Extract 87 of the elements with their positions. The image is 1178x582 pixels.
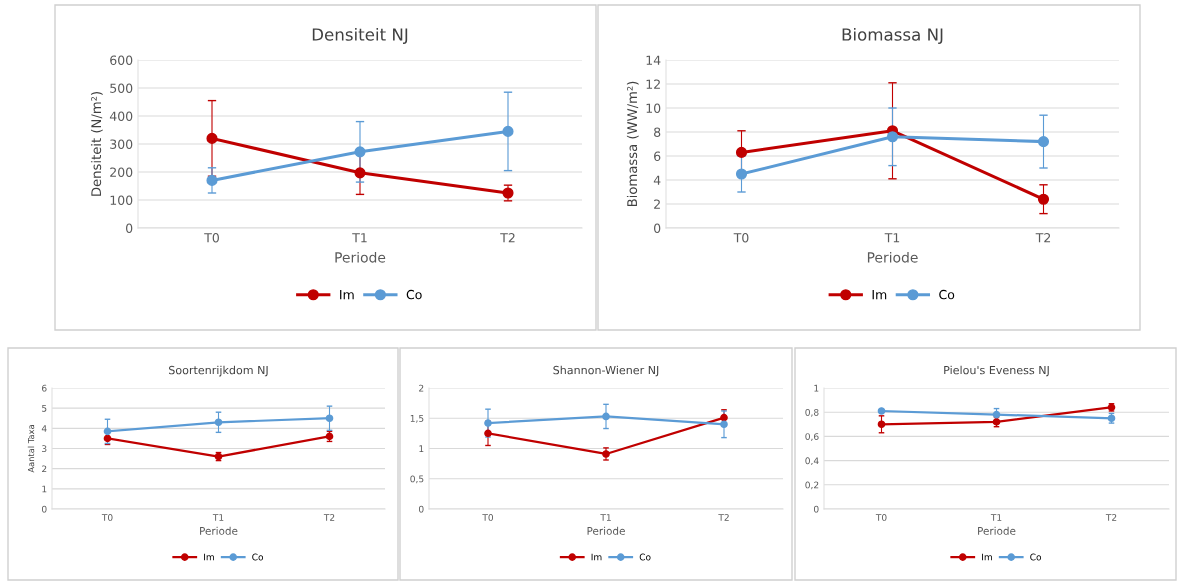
y-tick-label: 2 (654, 199, 660, 209)
y-tick-label: 0,5 (410, 475, 424, 484)
x-tick-label: T2 (500, 233, 515, 243)
x-tick-label: T2 (1035, 233, 1051, 243)
x-tick-label: T0 (204, 233, 219, 243)
x-tick-label: T2 (1105, 514, 1117, 521)
point (502, 125, 514, 137)
y-tick-label: 0,4 (805, 457, 819, 466)
y-tick-label: 6 (654, 151, 661, 161)
chart-title: Densiteit NJ (312, 27, 408, 44)
y-tick-label: 8 (654, 127, 661, 137)
y-tick-label: 0 (41, 505, 47, 513)
x-axis-title: Periode (867, 251, 918, 263)
point (720, 420, 728, 429)
y-tick-label: 10 (646, 103, 661, 113)
y-tick-label: 100 (110, 195, 133, 205)
y-tick-label: 400 (109, 111, 133, 121)
legend-label: Co (406, 289, 422, 300)
y-tick-label: 0 (126, 223, 133, 233)
y-tick-label: 0 (418, 505, 424, 513)
y-tick-label: 0,8 (805, 408, 819, 417)
x-tick-label: T0 (875, 514, 887, 521)
y-tick-label: 0,2 (805, 481, 819, 490)
y-tick-label: 2 (42, 465, 47, 473)
x-axis-title: Periode (978, 526, 1016, 535)
y-tick-label: 500 (110, 83, 133, 93)
y-tick-label: 2 (419, 384, 424, 392)
y-tick-label: 1 (814, 384, 819, 392)
point (103, 427, 112, 436)
legend-label: Im (340, 290, 354, 300)
legend-label: Co (1030, 553, 1042, 561)
y-axis-title: Aantal Taxa (27, 425, 35, 473)
x-tick-label: T2 (323, 514, 335, 521)
point (1037, 193, 1050, 205)
y-tick-label: 1 (42, 485, 47, 493)
x-tick-label: T1 (884, 233, 900, 243)
y-tick-label: 0 (654, 223, 661, 233)
x-tick-label: T1 (212, 514, 224, 521)
y-tick-label: 300 (110, 139, 133, 149)
legend-label: Co (939, 289, 955, 300)
y-tick-label: 1 (419, 445, 424, 452)
point (214, 418, 223, 427)
point (206, 174, 218, 186)
legend-label: Im (982, 553, 992, 561)
x-axis-title: Periode (587, 526, 625, 535)
x-axis-title: Periode (200, 526, 238, 535)
x-tick-label: T2 (718, 514, 729, 521)
y-tick-label: 14 (646, 55, 661, 65)
legend-label: Im (591, 553, 602, 561)
y-tick-label: 0,6 (805, 433, 819, 441)
x-tick-label: T1 (600, 514, 611, 521)
point (735, 168, 748, 180)
chart-title: Pielou's Eveness NJ (944, 365, 1049, 377)
y-axis-title: Densiteit (N/m²) (90, 92, 103, 196)
x-axis-title: Periode (335, 251, 386, 263)
x-tick-label: T1 (990, 514, 1002, 521)
point (354, 167, 366, 179)
chart-title: Soortenrijkdom NJ (169, 365, 268, 377)
point (325, 414, 334, 423)
y-tick-label: 12 (646, 79, 660, 89)
chart-title: Shannon-Wiener NJ (553, 365, 659, 377)
y-tick-label: 0 (813, 505, 819, 513)
y-tick-label: 3 (42, 445, 47, 453)
point (1037, 136, 1050, 148)
x-tick-label: T0 (101, 514, 113, 521)
point (354, 146, 366, 158)
point (886, 131, 899, 143)
y-tick-label: 6 (42, 384, 47, 392)
x-tick-label: T0 (482, 514, 494, 521)
y-tick-label: 5 (42, 405, 47, 412)
x-tick-label: T1 (352, 233, 367, 243)
chart-title: Biomassa NJ (842, 27, 943, 44)
legend-label: Co (639, 553, 651, 561)
y-tick-label: 4 (653, 175, 661, 185)
point (602, 412, 610, 421)
point (877, 420, 886, 429)
point (735, 146, 748, 158)
legend-label: Co (252, 553, 264, 561)
y-axis-title: Biomassa (WW/m²) (626, 81, 639, 207)
legend-label: Im (872, 290, 887, 300)
x-tick-label: T0 (733, 233, 749, 243)
point (206, 132, 218, 144)
y-tick-label: 4 (41, 425, 47, 432)
y-tick-label: 1,5 (410, 415, 424, 423)
y-tick-label: 600 (110, 55, 133, 65)
legend-label: Im (204, 553, 214, 561)
y-tick-label: 200 (110, 167, 133, 177)
